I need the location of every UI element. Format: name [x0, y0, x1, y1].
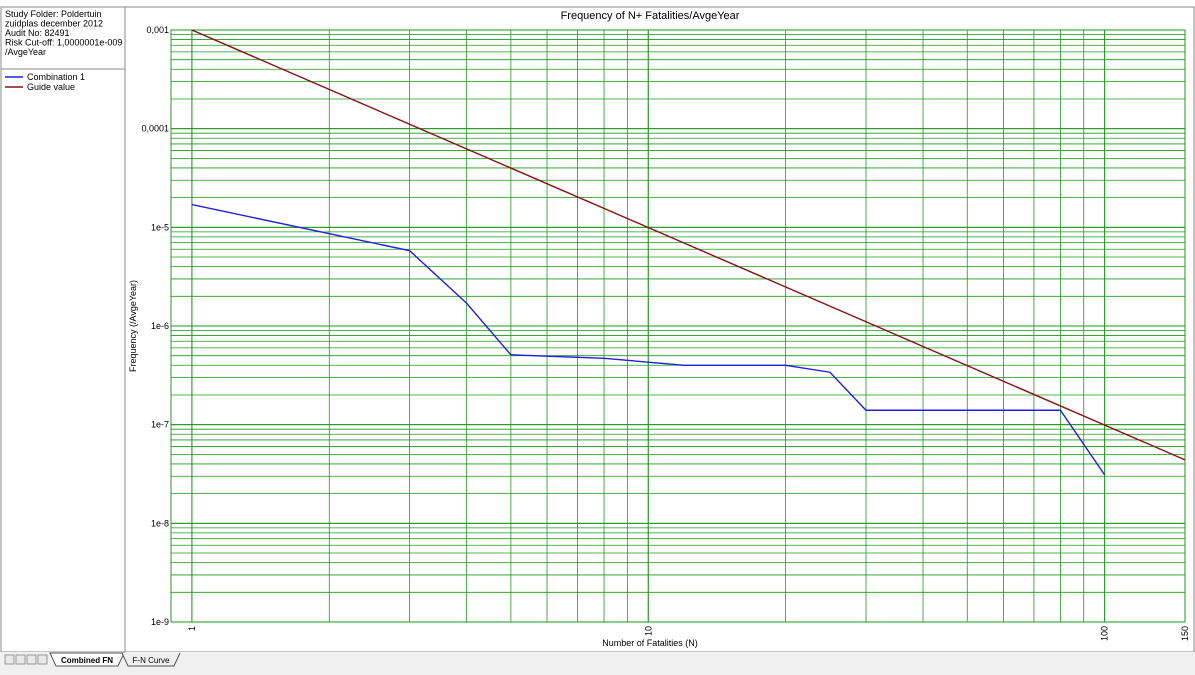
plot: 1 10 100 150 0,001 0,0001 1e-5 1e-6 1e-7 1e-8 1e-9 [141, 25, 1190, 641]
tab-label[interactable]: F-N Curve [133, 656, 170, 665]
legend-label: Combination 1 [27, 72, 85, 82]
info-line: zuidplas december 2012 [5, 19, 103, 29]
status-bar [0, 652, 1195, 670]
y-tick-label: 0,001 [146, 25, 169, 35]
y-tick-label: 1e-9 [151, 617, 169, 627]
y-tick-label: 1e-6 [151, 321, 169, 331]
nav-last[interactable] [37, 654, 48, 665]
tab[interactable] [49, 652, 125, 667]
y-axis-label: Frequency (/AvgeYear) [128, 280, 138, 372]
y-tick-label: 1e-7 [151, 420, 169, 430]
y-tick-label: 0,0001 [141, 124, 169, 134]
info-line: Audit No: 82491 [5, 28, 70, 38]
series-line [191, 29, 1186, 461]
info-line: Study Folder: Poldertuin [5, 9, 102, 19]
info-line: /AvgeYear [5, 47, 46, 57]
tab-label[interactable]: Combined FN [61, 656, 113, 665]
tabs: Combined FN F-N Curve [49, 652, 181, 667]
y-tick-label: 1e-8 [151, 518, 169, 528]
nav-next[interactable] [26, 654, 37, 665]
nav-prev[interactable] [15, 654, 26, 665]
x-tick-label: 150 [1180, 626, 1190, 641]
x-tick-label: 10 [643, 626, 653, 636]
chart-title: Frequency of N+ Fatalities/AvgeYear [561, 10, 740, 22]
nav-first[interactable] [4, 654, 15, 665]
tab[interactable] [121, 652, 181, 667]
y-tick-label: 1e-5 [151, 222, 169, 232]
legend-label: Guide value [27, 82, 75, 92]
info-line: Risk Cut-off: 1,0000001e-009 [5, 38, 122, 48]
x-tick-label: 100 [1100, 626, 1110, 641]
x-axis-label: Number of Fatalities (N) [602, 638, 698, 648]
info-panel [0, 6, 126, 653]
series-line [191, 203, 1106, 476]
x-tick-label: 1 [187, 626, 197, 631]
tab-nav [4, 654, 48, 665]
